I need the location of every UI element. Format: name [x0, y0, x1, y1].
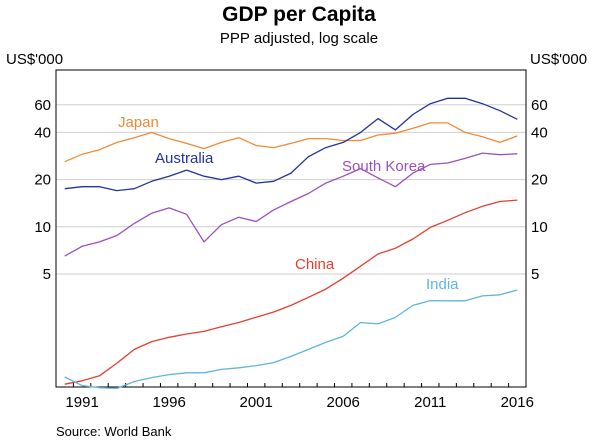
- y-unit-label-left: US$'000: [6, 51, 63, 68]
- y-tick-right-60: 60: [531, 97, 548, 114]
- source-note: Source: World Bank: [56, 424, 172, 439]
- x-tick-2016: 2016: [501, 394, 534, 411]
- x-tick-1996: 1996: [152, 394, 185, 411]
- series-label-australia: Australia: [155, 150, 214, 167]
- y-tick-labels-left: 5 10 20 40 60: [34, 97, 51, 283]
- y-tick-left-10: 10: [34, 219, 51, 236]
- series-line-china: [64, 199, 518, 385]
- grid: [56, 104, 526, 275]
- series-line-japan: [64, 122, 518, 163]
- chart-title: GDP per Capita: [222, 3, 376, 26]
- series-line-south-korea: [64, 152, 518, 257]
- x-tick-2006: 2006: [327, 394, 360, 411]
- y-tick-right-5: 5: [531, 266, 539, 283]
- y-tick-right-40: 40: [531, 124, 548, 141]
- y-tick-left-40: 40: [34, 124, 51, 141]
- y-tick-right-20: 20: [531, 172, 548, 189]
- y-tick-left-5: 5: [43, 266, 51, 283]
- series-line-australia: [64, 97, 518, 192]
- x-tick-marks: [55, 383, 527, 387]
- series-labels: Japan Australia South Korea China India: [118, 114, 459, 293]
- y-tick-left-60: 60: [34, 97, 51, 114]
- x-tick-2011: 2011: [414, 394, 446, 411]
- y-unit-label-right: US$'000: [530, 51, 587, 68]
- series-line-india: [64, 289, 518, 390]
- series-label-south-korea: South Korea: [342, 158, 426, 175]
- plot-frame: [55, 69, 527, 388]
- x-tick-1991: 1991: [65, 394, 98, 411]
- x-tick-2001: 2001: [239, 394, 272, 411]
- x-tick-labels: 1991 1996 2001 2006 2011 2016: [65, 394, 534, 411]
- chart-subtitle: PPP adjusted, log scale: [219, 30, 379, 47]
- y-tick-right-10: 10: [531, 219, 548, 236]
- y-tick-left-20: 20: [34, 172, 51, 189]
- series-label-japan: Japan: [118, 114, 159, 131]
- series-label-india: India: [426, 276, 459, 293]
- series-lines: [64, 97, 518, 390]
- series-label-china: China: [295, 256, 335, 273]
- y-tick-labels-right: 5 10 20 40 60: [531, 97, 548, 283]
